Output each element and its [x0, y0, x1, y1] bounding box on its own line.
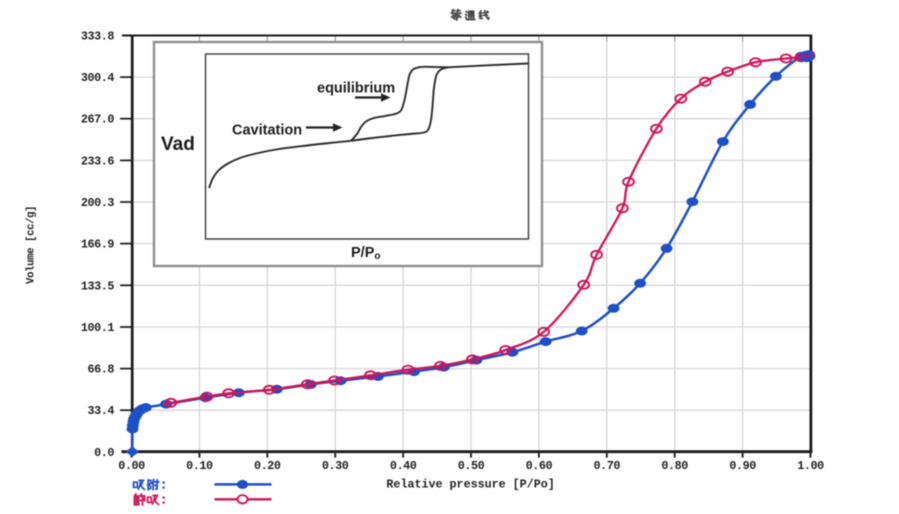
- svg-text:0.00: 0.00: [118, 459, 145, 473]
- svg-text:equilibrium: equilibrium: [317, 81, 395, 97]
- svg-text:233.6: 233.6: [81, 154, 115, 168]
- svg-text:Relative pressure [P/Po]: Relative pressure [P/Po]: [386, 478, 554, 492]
- svg-text:0.40: 0.40: [390, 459, 417, 473]
- svg-text:0.0: 0.0: [94, 446, 114, 460]
- svg-text:0.50: 0.50: [458, 459, 485, 473]
- svg-text:0.80: 0.80: [661, 459, 688, 473]
- svg-text:300.4: 300.4: [81, 71, 115, 85]
- svg-text:33.4: 33.4: [87, 404, 114, 418]
- svg-text:0.90: 0.90: [729, 459, 756, 473]
- svg-text:P/Po: P/Po: [351, 245, 380, 262]
- svg-text:Cavitation: Cavitation: [232, 123, 302, 139]
- svg-text:0.30: 0.30: [322, 459, 349, 473]
- svg-text:Volume [cc/g]: Volume [cc/g]: [26, 206, 38, 284]
- svg-text:1.00: 1.00: [797, 459, 824, 473]
- svg-text:133.5: 133.5: [81, 279, 115, 293]
- svg-text:333.8: 333.8: [81, 29, 115, 43]
- svg-text:166.9: 166.9: [81, 238, 115, 252]
- svg-text:0.60: 0.60: [526, 459, 553, 473]
- svg-text:0.20: 0.20: [254, 459, 281, 473]
- svg-text:0.70: 0.70: [594, 459, 621, 473]
- svg-text:100.1: 100.1: [81, 321, 115, 335]
- svg-text:66.8: 66.8: [87, 363, 114, 377]
- svg-text:0.10: 0.10: [186, 459, 213, 473]
- svg-text:200.3: 200.3: [81, 196, 115, 210]
- svg-text:Vad: Vad: [161, 134, 195, 155]
- svg-text:267.0: 267.0: [81, 113, 115, 127]
